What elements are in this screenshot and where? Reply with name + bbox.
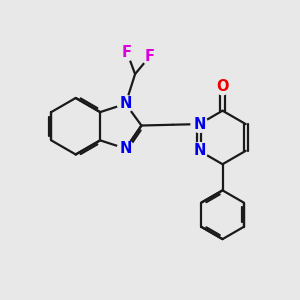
Circle shape [142, 48, 158, 64]
Text: F: F [145, 49, 155, 64]
Text: F: F [122, 45, 132, 60]
Circle shape [117, 140, 134, 157]
Circle shape [191, 116, 208, 132]
Text: N: N [119, 141, 132, 156]
Text: N: N [119, 96, 132, 111]
Circle shape [119, 44, 135, 61]
Circle shape [191, 142, 208, 159]
Circle shape [214, 78, 231, 95]
Circle shape [117, 95, 134, 112]
Text: N: N [193, 117, 206, 132]
Text: O: O [216, 79, 229, 94]
Text: N: N [193, 143, 206, 158]
